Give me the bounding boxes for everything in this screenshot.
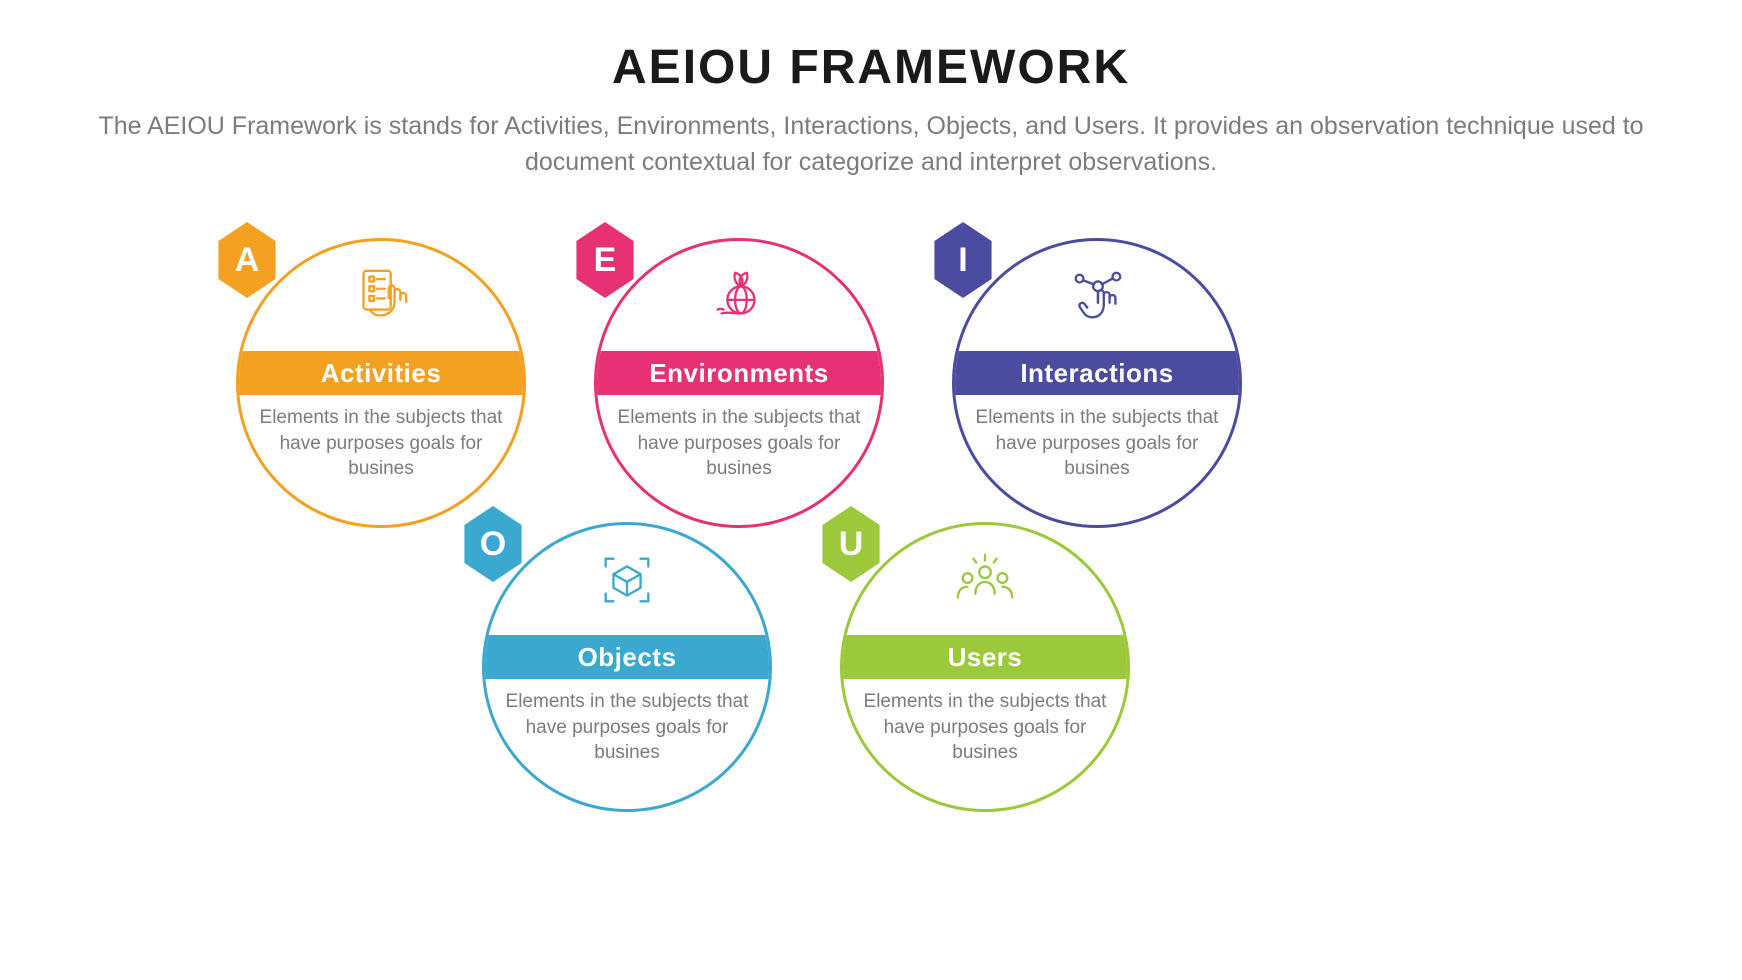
- node-description: Elements in the subjects that have purpo…: [843, 679, 1127, 766]
- hex-letter: O: [480, 525, 506, 564]
- hex-letter: A: [235, 241, 260, 280]
- hex-badge: U: [818, 506, 884, 582]
- hex-badge: I: [930, 222, 996, 298]
- node-interactions: InteractionsElements in the subjects tha…: [952, 238, 1242, 528]
- node-description: Elements in the subjects that have purpo…: [597, 395, 881, 482]
- hex-letter: U: [839, 525, 864, 564]
- hex-letter: E: [594, 241, 617, 280]
- node-users: UsersElements in the subjects that have …: [840, 522, 1130, 812]
- hex-badge: O: [460, 506, 526, 582]
- node-label: Activities: [239, 351, 523, 395]
- eco-globe-icon: [597, 241, 881, 351]
- checklist-hand-icon: [239, 241, 523, 351]
- cube-frame-icon: [485, 525, 769, 635]
- touch-network-icon: [955, 241, 1239, 351]
- nodes-container: ActivitiesElements in the subjects that …: [0, 0, 1742, 980]
- node-description: Elements in the subjects that have purpo…: [485, 679, 769, 766]
- node-label: Objects: [485, 635, 769, 679]
- hex-letter: I: [958, 241, 967, 280]
- node-label: Environments: [597, 351, 881, 395]
- hex-badge: E: [572, 222, 638, 298]
- people-group-icon: [843, 525, 1127, 635]
- node-objects: ObjectsElements in the subjects that hav…: [482, 522, 772, 812]
- node-label: Interactions: [955, 351, 1239, 395]
- node-environments: EnvironmentsElements in the subjects tha…: [594, 238, 884, 528]
- page: AEIOU FRAMEWORK The AEIOU Framework is s…: [0, 0, 1742, 980]
- node-description: Elements in the subjects that have purpo…: [239, 395, 523, 482]
- node-label: Users: [843, 635, 1127, 679]
- hex-badge: A: [214, 222, 280, 298]
- node-description: Elements in the subjects that have purpo…: [955, 395, 1239, 482]
- node-activities: ActivitiesElements in the subjects that …: [236, 238, 526, 528]
